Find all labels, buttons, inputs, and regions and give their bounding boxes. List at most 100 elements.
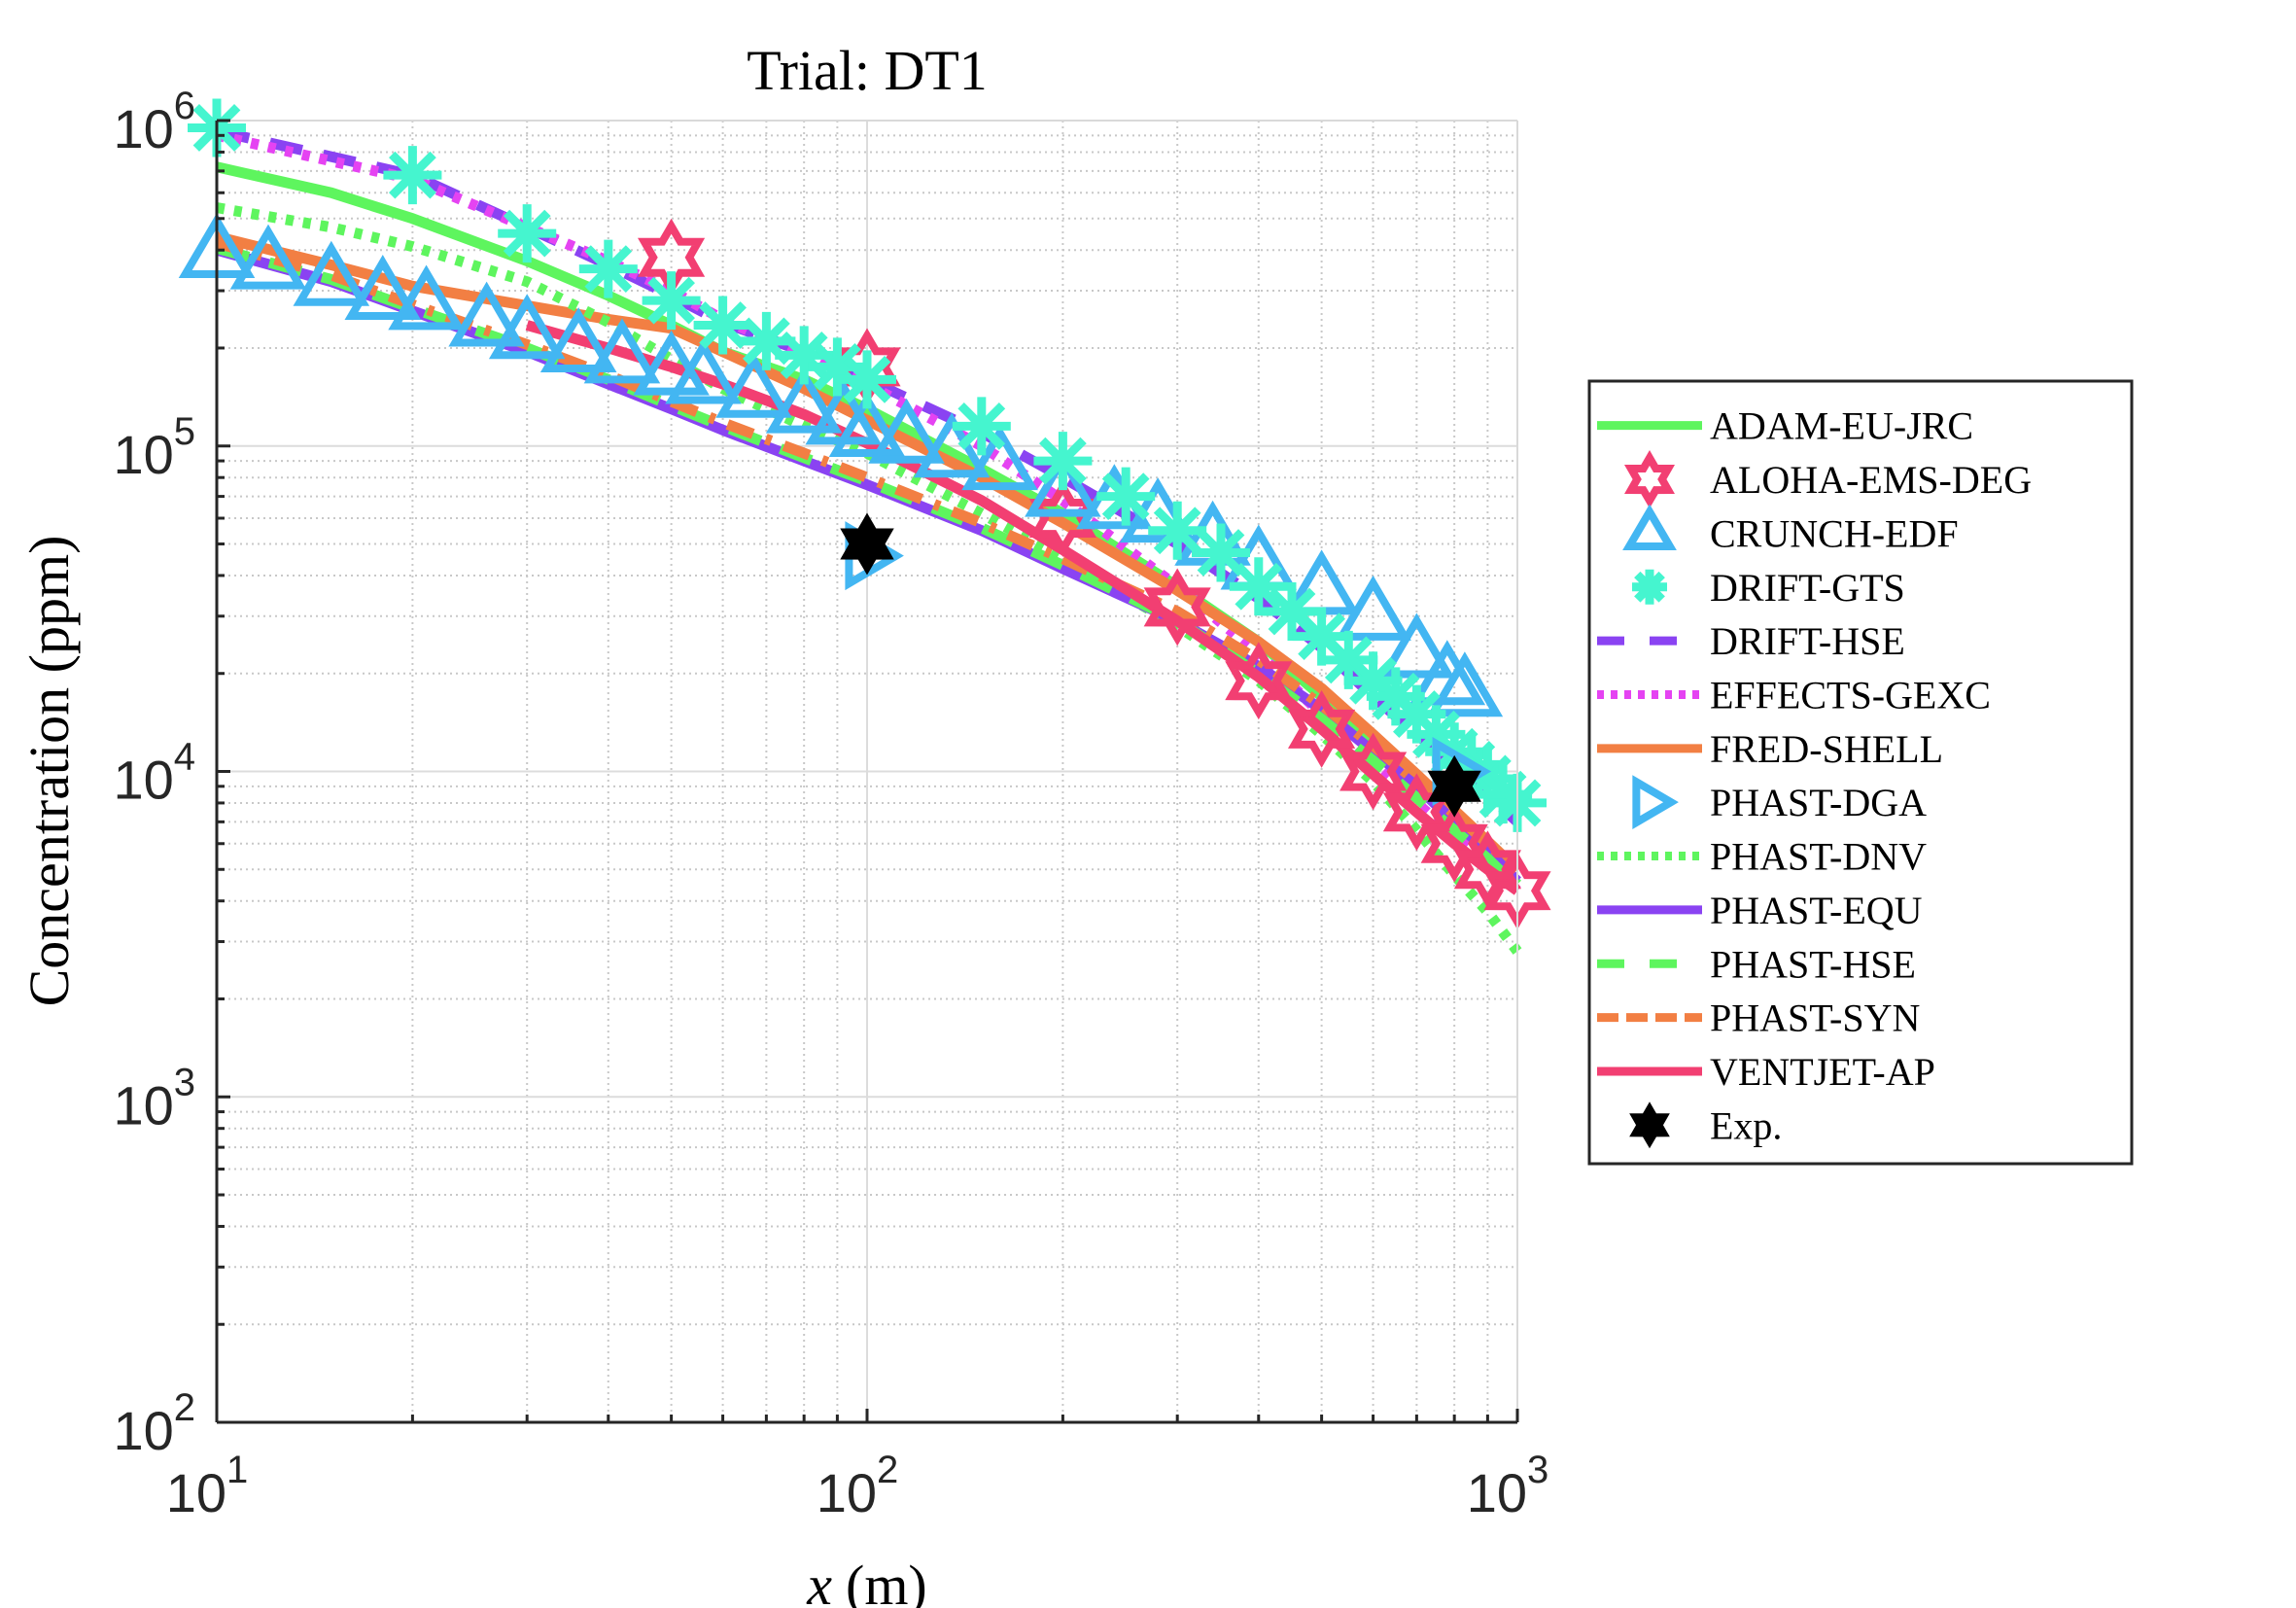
x-tick-label-exponent: 1	[226, 1449, 248, 1491]
x-tick-label-exponent: 3	[1527, 1449, 1548, 1491]
data-point-drift-gts	[1263, 582, 1321, 641]
data-point-crunch-edf	[868, 398, 945, 464]
data-point-aloha-ems-deg	[1287, 689, 1356, 768]
y-tick-label-exponent: 6	[174, 85, 195, 127]
data-point-crunch-edf	[828, 391, 906, 457]
data-point-crunch-edf	[344, 255, 422, 321]
y-tick-label-exponent: 5	[174, 410, 195, 453]
data-point-crunch-edf	[715, 352, 792, 418]
data-point-aloha-ems-deg	[1420, 804, 1488, 883]
data-point-drift-gts	[1033, 432, 1093, 491]
legend-item-ventjet-ap: VENTJET-AP	[1597, 1050, 1935, 1094]
data-point-crunch-edf	[633, 330, 710, 396]
series-line-phast-hse	[217, 243, 1521, 891]
data-point-crunch-edf	[448, 281, 525, 347]
legend-label: Exp.	[1710, 1103, 1782, 1147]
data-point-drift-gts	[1148, 501, 1207, 560]
legend-label: CRUNCH-EDF	[1710, 511, 1959, 555]
data-point-crunch-edf	[488, 294, 566, 360]
data-point-exp	[1427, 754, 1481, 818]
y-axis-label: Concentration (ppm)	[17, 536, 81, 1007]
x-tick-labels: 101 102 103	[166, 1449, 1549, 1523]
data-point-aloha-ems-deg	[1453, 830, 1522, 909]
data-point-aloha-ems-deg	[1143, 568, 1211, 647]
x-tick-label: 101	[166, 1449, 249, 1523]
legend-item-phast-syn: PHAST-SYN	[1597, 996, 1920, 1040]
series-line-phast-syn	[217, 237, 1521, 874]
legend-label: PHAST-SYN	[1710, 996, 1920, 1040]
x-tick-label: 103	[1467, 1449, 1549, 1523]
legend-marker-exp	[1629, 1101, 1670, 1149]
data-point-crunch-edf	[913, 412, 991, 478]
y-tick-label-base: 10	[113, 98, 173, 159]
legend-item-effects-gexc: EFFECTS-GEXC	[1597, 673, 1991, 717]
data-point-drift-gts	[1192, 523, 1250, 582]
data-point-drift-gts	[737, 311, 796, 370]
x-axis-label: x (m)	[806, 1554, 927, 1608]
data-point-crunch-edf	[229, 224, 307, 290]
legend-label: ALOHA-EMS-DEG	[1710, 458, 2032, 502]
data-point-crunch-edf	[1025, 451, 1101, 517]
legend-item-phast-dnv: PHAST-DNV	[1597, 835, 1927, 879]
legend-label: PHAST-EQU	[1710, 889, 1923, 932]
data-point-crunch-edf	[1426, 651, 1504, 717]
y-tick-label-base: 10	[113, 424, 173, 485]
x-tick-label-base: 10	[1467, 1462, 1527, 1523]
y-tick-label: 102	[113, 1386, 195, 1461]
legend-marker-drift-gts	[1632, 569, 1667, 605]
data-point-crunch-edf	[1409, 640, 1486, 706]
legend-label: ADAM-EU-JRC	[1710, 404, 1973, 448]
data-point-aloha-ems-deg	[1339, 732, 1408, 811]
data-point-exp	[840, 512, 894, 576]
legend-label: PHAST-DNV	[1710, 835, 1927, 879]
legend-label: DRIFT-HSE	[1710, 619, 1905, 663]
legend-item-adam-eu-jrc: ADAM-EU-JRC	[1597, 404, 1973, 448]
data-point-drift-gts	[952, 397, 1011, 456]
x-tick-label-base: 10	[166, 1462, 226, 1523]
data-point-drift-gts	[642, 271, 701, 331]
data-point-drift-gts	[1343, 651, 1403, 711]
data-point-crunch-edf	[665, 338, 742, 404]
data-point-drift-gts	[838, 350, 896, 409]
data-point-drift-gts	[1096, 467, 1156, 526]
data-point-crunch-edf	[583, 318, 661, 384]
y-tick-label-exponent: 3	[174, 1061, 195, 1103]
x-axis-label-unit: (m)	[846, 1554, 927, 1608]
data-point-crunch-edf	[1335, 575, 1411, 641]
y-tick-label-base: 10	[113, 1074, 173, 1136]
data-point-crunch-edf	[293, 240, 370, 306]
data-point-drift-gts	[578, 239, 638, 298]
legend-label: FRED-SHELL	[1710, 727, 1943, 771]
data-point-drift-gts	[498, 204, 557, 263]
legend-item-drift-gts: DRIFT-GTS	[1632, 566, 1905, 610]
data-point-drift-gts	[383, 146, 442, 205]
y-tick-label-base: 10	[113, 1400, 173, 1461]
x-tick-label-base: 10	[817, 1462, 877, 1523]
data-point-crunch-edf	[961, 425, 1038, 491]
y-tick-label: 106	[113, 85, 195, 159]
axes	[215, 119, 1519, 1424]
legend-item-crunch-edf: CRUNCH-EDF	[1622, 504, 1959, 555]
x-tick-label: 102	[817, 1449, 899, 1523]
legend-marker-aloha-ems-deg	[1623, 450, 1676, 508]
y-tick-label-base: 10	[113, 750, 173, 811]
data-point-crunch-edf	[765, 367, 843, 434]
data-point-crunch-edf	[388, 264, 465, 331]
legend-item-drift-hse: DRIFT-HSE	[1597, 619, 1905, 663]
data-point-drift-gts	[775, 326, 834, 385]
legend-label: PHAST-DGA	[1710, 781, 1927, 824]
data-point-aloha-ems-deg	[1225, 642, 1293, 720]
data-point-drift-gts	[693, 296, 752, 355]
legend-item-phast-dga: PHAST-DGA	[1632, 775, 1927, 830]
data-point-drift-gts	[1319, 630, 1378, 689]
legend-marker-crunch-edf	[1622, 504, 1677, 551]
data-point-drift-gts	[808, 337, 867, 397]
data-point-crunch-edf	[1378, 612, 1455, 679]
y-tick-label: 103	[113, 1061, 195, 1136]
data-point-drift-gts	[1229, 557, 1288, 616]
data-point-crunch-edf	[539, 307, 617, 373]
legend: ADAM-EU-JRC ALOHA-EMS-DEG CRUNCH-EDF DRIFT-…	[1587, 379, 2134, 1166]
chart-title: Trial: DT1	[747, 39, 988, 102]
